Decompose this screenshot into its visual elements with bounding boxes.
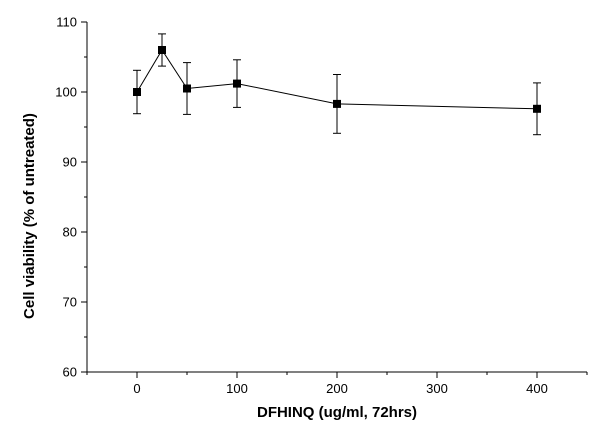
series-line [136,49,538,110]
data-point [233,79,241,88]
y-tick-label: 70 [63,295,77,310]
x-tick-label: 300 [426,381,448,396]
data-point [333,99,341,108]
y-tick-label: 80 [63,225,77,240]
y-tick-label: 90 [63,155,77,170]
data-point [133,88,141,96]
y-axis-title: Cell viability (% of untreated) [21,113,38,319]
data-point [183,84,191,93]
data-point [158,46,166,54]
x-axis-title: DFHINQ (ug/ml, 72hrs) [257,404,417,421]
x-tick-label: 200 [326,381,348,396]
ticks: 60 70 80 90 100 110 0 100 200 300 400 [55,15,588,396]
x-tick-label: 100 [226,381,248,396]
y-tick-label: 100 [55,85,77,100]
y-tick-label: 110 [56,15,77,30]
x-tick-label: 0 [133,381,140,396]
series [133,33,541,136]
y-tick-label: 60 [63,365,77,380]
x-tick-label: 400 [526,381,548,396]
data-point [533,104,541,113]
